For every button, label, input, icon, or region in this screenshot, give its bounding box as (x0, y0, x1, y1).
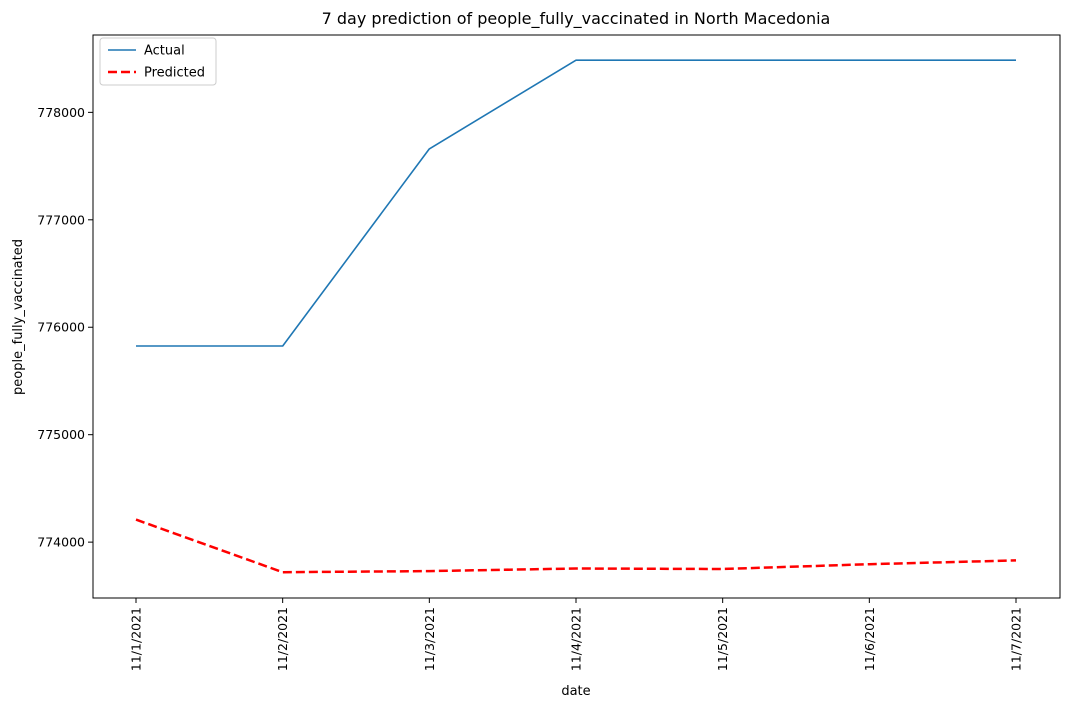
x-tick-label: 11/1/2021 (129, 607, 144, 671)
series-line-actual (136, 59, 1016, 347)
x-axis-label: date (561, 684, 590, 699)
x-tick-label: 11/7/2021 (1009, 607, 1024, 671)
x-tick-label: 11/2/2021 (275, 607, 290, 671)
series-layer (135, 59, 1017, 574)
series-line-predicted (135, 518, 1017, 574)
y-tick-label: 777000 (37, 212, 85, 227)
y-axis: 774000 775000 776000 777000 778000 (37, 105, 93, 550)
x-axis: 11/1/2021 11/2/2021 11/3/2021 11/4/2021 11/5… (129, 598, 1024, 671)
y-tick-label: 778000 (37, 105, 85, 120)
legend-label-actual: Actual (144, 44, 185, 59)
y-tick-label: 776000 (37, 320, 85, 335)
y-axis-label: people_fully_vaccinated (11, 239, 26, 395)
legend-label-predicted: Predicted (144, 66, 205, 81)
x-tick-label: 11/6/2021 (862, 607, 877, 671)
x-tick-label: 11/3/2021 (422, 607, 437, 671)
y-tick-label: 774000 (37, 535, 85, 550)
y-tick-label: 775000 (37, 427, 85, 442)
plot-area (92, 34, 1061, 599)
x-tick-label: 11/5/2021 (715, 607, 730, 671)
x-tick-label: 11/4/2021 (569, 607, 584, 671)
legend: Actual Predicted (99, 37, 217, 86)
chart-title: 7 day prediction of people_fully_vaccina… (322, 9, 831, 29)
